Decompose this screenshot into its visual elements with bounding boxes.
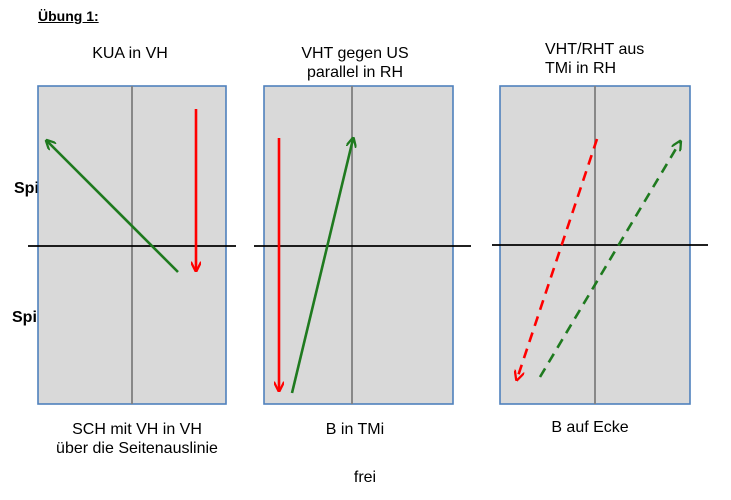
table-3 — [492, 85, 708, 405]
panel-3-caption-line-1: B auf Ecke — [551, 419, 629, 436]
table-2-surface — [263, 85, 454, 405]
footer-label: frei — [353, 469, 377, 486]
panel-3-title-line-2: TMi in RH — [545, 60, 617, 77]
panel-1-caption-line-1: SCH mit VH in VH — [72, 421, 202, 438]
panel-2-title: VHT gegen US parallel in RH — [290, 44, 420, 82]
table-2-green-arrow — [290, 139, 353, 394]
panel-2-caption-line-1: B in TMi — [325, 421, 385, 438]
table-1 — [28, 85, 236, 405]
panel-1-title: KUA in VH — [78, 44, 182, 63]
panel-2-title-line-1: VHT gegen US — [301, 45, 409, 62]
panel-2-title-line-2: parallel in RH — [306, 64, 404, 81]
table-1-green-arrow — [47, 141, 179, 273]
table-3-red-dashed-arrow — [517, 138, 599, 379]
panel-1-title-line-1: KUA in VH — [92, 45, 168, 62]
panel-1-caption: SCH mit VH in VH über die Seitenauslinie — [42, 420, 232, 458]
table-3-green-dashed-arrow — [538, 142, 680, 378]
panel-2-caption: B in TMi — [300, 420, 410, 439]
panel-3-title-line-1: VHT/RHT aus — [545, 41, 645, 58]
panel-3-title: VHT/RHT aus TMi in RH — [545, 40, 665, 78]
panel-1-caption-line-2: über die Seitenauslinie — [56, 440, 218, 457]
table-2 — [254, 85, 471, 405]
panel-3-caption: B auf Ecke — [535, 418, 645, 437]
exercise-title: Übung 1: — [38, 8, 99, 24]
